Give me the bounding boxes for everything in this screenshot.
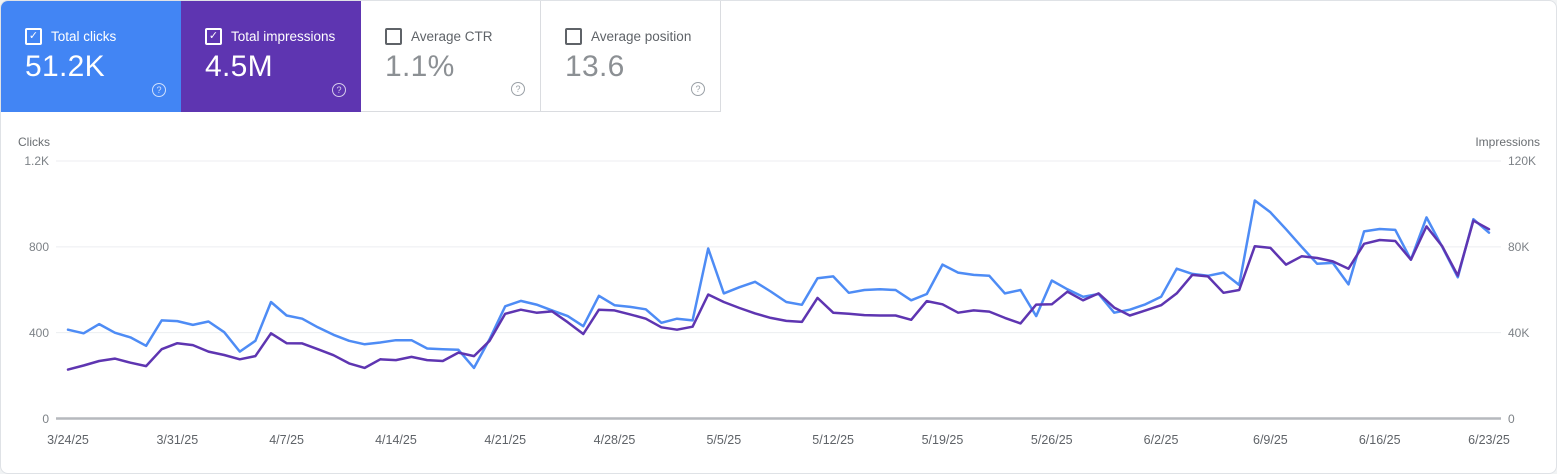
x-axis-date-label: 5/19/25 [921,433,964,447]
x-axis-date-label: 3/31/25 [156,433,199,447]
total-clicks-value: 51.2K [25,50,105,83]
metric-card-total-clicks[interactable]: ✓ Total clicks 51.2K ? [1,1,181,112]
help-icon[interactable]: ? [332,83,346,97]
right-axis-tick: 40K [1508,325,1530,340]
total-clicks-line [66,199,1491,370]
metric-card-total-impressions[interactable]: ✓ Total impressions 4.5M ? [181,1,361,112]
metric-card-average-position[interactable]: Average position 13.6 ? [541,1,721,112]
metric-card-average-ctr[interactable]: Average CTR 1.1% ? [361,1,541,112]
x-axis-date-label: 6/23/25 [1468,433,1510,447]
metric-cards: ✓ Total clicks 51.2K ? ✓ Total impressio… [1,1,721,112]
x-axis-date-label: 4/28/25 [593,433,636,447]
total-clicks-checkbox[interactable]: ✓ [25,28,42,45]
average-position-label: Average position [591,29,692,44]
x-axis-date-label: 4/21/25 [484,433,527,447]
x-axis-date-label: 4/7/25 [269,433,304,447]
average-ctr-checkbox[interactable] [385,28,402,45]
x-axis-date-label: 6/9/25 [1252,433,1288,447]
x-axis-date-label: 5/12/25 [812,433,854,447]
help-icon[interactable]: ? [152,83,166,97]
right-axis-tick: 0 [1508,411,1515,426]
x-axis-date-label: 5/26/25 [1030,433,1073,447]
left-axis-title: Clicks [18,135,50,149]
average-ctr-value: 1.1% [385,50,455,83]
x-axis-date-label: 4/14/25 [375,433,417,447]
x-axis-date-label: 3/24/25 [47,433,89,447]
total-clicks-checkbox-row: ✓ Total clicks [25,28,116,45]
left-axis-tick: 1.2K [24,154,49,168]
right-axis-title: Impressions [1475,135,1540,149]
total-impressions-value: 4.5M [205,50,273,83]
total-impressions-line [66,219,1491,371]
check-icon: ✓ [28,30,39,42]
x-axis-date-label: 6/16/25 [1358,433,1401,447]
help-icon[interactable]: ? [691,82,705,96]
total-impressions-label: Total impressions [231,29,336,44]
average-position-checkbox[interactable] [565,28,582,45]
check-icon: ✓ [208,30,219,42]
left-axis-tick: 0 [42,411,49,426]
left-axis-tick: 400 [28,325,49,340]
right-axis-tick: 120K [1508,154,1537,168]
average-ctr-label: Average CTR [411,29,493,44]
x-axis-date-label: 6/2/25 [1143,433,1179,447]
help-icon[interactable]: ? [511,82,525,96]
total-impressions-checkbox[interactable]: ✓ [205,28,222,45]
total-impressions-checkbox-row: ✓ Total impressions [205,28,335,45]
left-axis-tick: 800 [28,239,49,254]
average-position-checkbox-row: Average position [565,28,691,45]
x-axis-date-label: 5/5/25 [706,433,742,447]
right-axis-tick: 80K [1508,239,1530,254]
average-position-value: 13.6 [565,50,625,83]
total-clicks-label: Total clicks [51,29,117,44]
average-ctr-checkbox-row: Average CTR [385,28,493,45]
